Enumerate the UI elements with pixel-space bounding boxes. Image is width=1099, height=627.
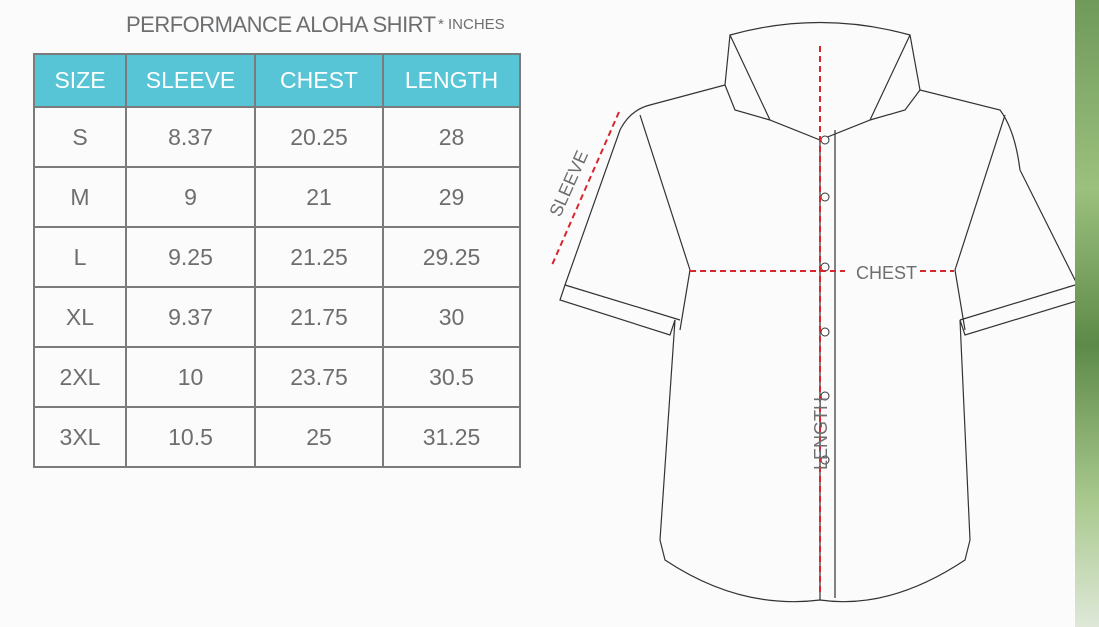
header-length: LENGTH bbox=[382, 53, 521, 108]
table-row: M 9 21 29 bbox=[33, 166, 521, 228]
sleeve-cell: 9 bbox=[125, 166, 256, 228]
size-cell: XL bbox=[33, 286, 127, 348]
palm-leaf-decoration bbox=[1075, 0, 1099, 627]
sleeve-label: SLEEVE bbox=[545, 148, 592, 220]
table-row: 2XL 10 23.75 30.5 bbox=[33, 346, 521, 408]
header-sleeve: SLEEVE bbox=[125, 53, 256, 108]
sleeve-measure-line bbox=[551, 111, 620, 266]
header-chest: CHEST bbox=[254, 53, 384, 108]
size-cell: 2XL bbox=[33, 346, 127, 408]
button bbox=[820, 262, 830, 272]
table-row: 3XL 10.5 25 31.25 bbox=[33, 406, 521, 468]
shirt-diagram: SLEEVE CHEST LENGTH bbox=[545, 21, 1080, 603]
buttons bbox=[820, 135, 830, 465]
chest-cell: 20.25 bbox=[254, 106, 384, 168]
button bbox=[820, 192, 830, 202]
table-row: L 9.25 21.25 29.25 bbox=[33, 226, 521, 288]
length-cell: 30.5 bbox=[382, 346, 521, 408]
measure-lines bbox=[551, 46, 954, 592]
button bbox=[820, 135, 830, 145]
sleeve-cell: 10.5 bbox=[125, 406, 256, 468]
length-cell: 31.25 bbox=[382, 406, 521, 468]
sleeve-cell: 9.37 bbox=[125, 286, 256, 348]
sleeve-cell: 9.25 bbox=[125, 226, 256, 288]
size-cell: L bbox=[33, 226, 127, 288]
length-cell: 28 bbox=[382, 106, 521, 168]
size-table: SIZE SLEEVE CHEST LENGTH S 8.37 20.25 28 M 9 2… bbox=[33, 53, 521, 468]
length-label: LENGTH bbox=[811, 397, 831, 470]
unit-note: * INCHES bbox=[438, 16, 505, 33]
length-cell: 29.25 bbox=[382, 226, 521, 288]
chest-cell: 25 bbox=[254, 406, 384, 468]
table-row: XL 9.37 21.75 30 bbox=[33, 286, 521, 348]
size-cell: M bbox=[33, 166, 127, 228]
chest-cell: 21.75 bbox=[254, 286, 384, 348]
length-cell: 30 bbox=[382, 286, 521, 348]
sleeve-cell: 10 bbox=[125, 346, 256, 408]
sleeve-cell: 8.37 bbox=[125, 106, 256, 168]
chest-cell: 21 bbox=[254, 166, 384, 228]
chest-cell: 23.75 bbox=[254, 346, 384, 408]
header-size: SIZE bbox=[33, 53, 127, 108]
chest-label: CHEST bbox=[856, 263, 917, 283]
size-cell: S bbox=[33, 106, 127, 168]
length-cell: 29 bbox=[382, 166, 521, 228]
button bbox=[820, 327, 830, 337]
chest-cell: 21.25 bbox=[254, 226, 384, 288]
chart-title: PERFORMANCE ALOHA SHIRT bbox=[126, 12, 436, 37]
size-cell: 3XL bbox=[33, 406, 127, 468]
table-row: S 8.37 20.25 28 bbox=[33, 106, 521, 168]
table-header-row: SIZE SLEEVE CHEST LENGTH bbox=[33, 53, 521, 108]
